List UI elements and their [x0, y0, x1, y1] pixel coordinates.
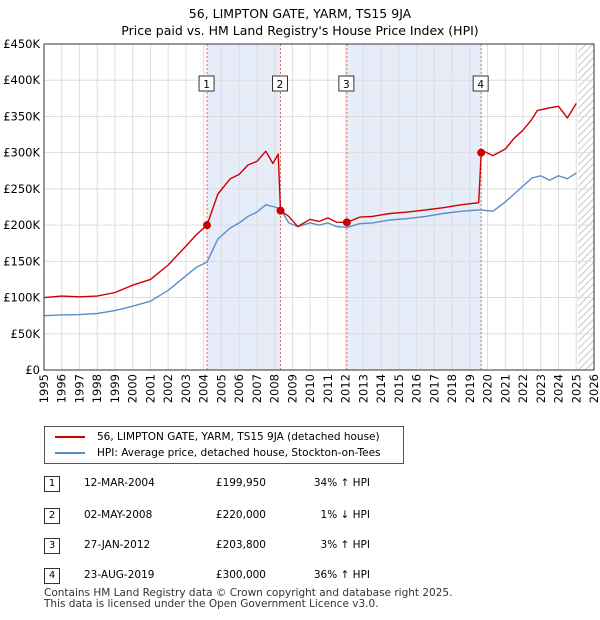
transaction-marker-box — [272, 75, 288, 92]
shaded-period — [346, 44, 482, 370]
legend-swatch-property — [55, 436, 85, 438]
x-tick-label: 2014 — [374, 374, 388, 403]
transaction-date: 12-MAR-2004 — [84, 477, 155, 489]
transaction-price: £203,800 — [215, 539, 266, 551]
x-tick-label: 1998 — [90, 374, 104, 403]
transaction-hpi-change: 34% ↑ HPI — [313, 477, 370, 489]
y-tick-label: £300K — [3, 146, 40, 160]
transaction-marker-label: 3 — [343, 79, 350, 91]
x-tick-label: 2025 — [569, 374, 583, 403]
y-tick-label: £150K — [3, 254, 40, 268]
transaction-price: £199,950 — [215, 477, 266, 489]
x-tick-label: 2000 — [126, 374, 140, 403]
chart-title: 56, LIMPTON GATE, YARM, TS15 9JA — [188, 6, 412, 21]
x-tick-label: 2012 — [339, 374, 353, 403]
transaction-date: 02-MAY-2008 — [84, 509, 153, 521]
x-tick-label: 2009 — [285, 374, 299, 403]
y-tick-label: £100K — [3, 291, 40, 305]
x-tick-label: 2015 — [392, 374, 406, 403]
x-tick-label: 2021 — [498, 374, 512, 403]
transaction-marker-box — [338, 75, 355, 92]
x-tick-label: 2003 — [179, 374, 193, 403]
x-tick-label: 2011 — [321, 374, 335, 403]
x-tick-label: 2002 — [161, 374, 175, 403]
x-tick-label: 1999 — [108, 374, 122, 403]
y-tick-label: £400K — [3, 73, 40, 87]
legend-label-property: 56, LIMPTON GATE, YARM, TS15 9JA (detach… — [97, 431, 380, 443]
transaction-point — [203, 221, 212, 230]
hpi-line — [43, 172, 577, 317]
transaction-marker-label: 1 — [203, 79, 210, 91]
property-price-line — [43, 103, 577, 299]
x-tick-label: 1996 — [55, 374, 69, 403]
transaction-point — [276, 206, 285, 215]
x-tick-label: 2017 — [427, 374, 441, 403]
x-tick-label: 2024 — [552, 374, 566, 403]
x-tick-label: 2026 — [587, 374, 600, 403]
x-tick-label: 2006 — [232, 374, 246, 403]
x-tick-label: 2008 — [268, 374, 282, 403]
y-tick-label: £450K — [3, 37, 40, 51]
legend-item-hpi: HPI: Average price, detached house, Stoc… — [55, 445, 381, 461]
transaction-marker-box — [198, 75, 215, 92]
transaction-number: 4 — [44, 568, 60, 584]
transaction-number: 3 — [44, 538, 60, 554]
x-tick-label: 1995 — [37, 374, 51, 403]
transaction-hpi-change: 3% ↑ HPI — [320, 539, 370, 551]
x-tick-label: 1997 — [72, 374, 86, 403]
transaction-date: 27-JAN-2012 — [84, 539, 151, 551]
x-tick-label: 2010 — [303, 374, 317, 403]
y-tick-label: £350K — [3, 109, 40, 123]
price-chart: £0 £50K £100K £150K £200K £250K £300K £350K £400… — [3, 37, 600, 403]
transaction-date: 23-AUG-2019 — [84, 569, 155, 581]
transaction-marker-label: 2 — [277, 79, 284, 91]
x-tick-label: 2023 — [534, 374, 548, 403]
transaction-marker-label: 4 — [477, 79, 484, 91]
x-tick-label: 2019 — [463, 374, 477, 403]
x-tick-label: 2005 — [214, 374, 228, 403]
x-tick-label: 2020 — [481, 374, 495, 403]
transaction-number: 1 — [44, 476, 60, 492]
plot-area — [44, 44, 594, 370]
y-tick-label: £250K — [3, 182, 40, 196]
shaded-period — [207, 44, 281, 370]
legend-swatch-hpi — [55, 452, 85, 454]
transaction-point — [342, 218, 351, 227]
chart-subtitle: Price paid vs. HM Land Registry's House … — [121, 23, 479, 38]
plot-frame — [43, 43, 595, 371]
x-tick-label: 2001 — [143, 374, 157, 403]
transaction-marker-box — [472, 75, 489, 92]
x-tick-label: 2016 — [410, 374, 424, 403]
transaction-point — [477, 148, 486, 157]
y-tick-label: £200K — [3, 218, 40, 232]
x-tick-label: 2022 — [516, 374, 530, 403]
footer-copyright: Contains HM Land Registry data © Crown c… — [44, 587, 453, 599]
x-tick-label: 2013 — [356, 374, 370, 403]
transaction-hpi-change: 36% ↑ HPI — [313, 569, 370, 581]
legend-item-property: 56, LIMPTON GATE, YARM, TS15 9JA (detach… — [55, 429, 380, 445]
x-tick-label: 2004 — [197, 374, 211, 403]
footer-licence: This data is licensed under the Open Gov… — [44, 598, 379, 610]
transaction-price: £300,000 — [215, 569, 266, 581]
transaction-price: £220,000 — [215, 509, 266, 521]
legend-label-hpi: HPI: Average price, detached house, Stoc… — [97, 447, 381, 459]
transaction-number: 2 — [44, 508, 60, 524]
transaction-hpi-change: 1% ↓ HPI — [320, 509, 370, 521]
legend: 56, LIMPTON GATE, YARM, TS15 9JA (detach… — [44, 426, 404, 464]
x-tick-label: 2018 — [445, 374, 459, 403]
y-tick-label: £50K — [11, 327, 41, 341]
y-tick-label: £0 — [25, 363, 40, 377]
forecast-hatch — [578, 44, 594, 370]
x-tick-label: 2007 — [250, 374, 264, 403]
footer: Contains HM Land Registry data © Crown c… — [44, 588, 452, 610]
